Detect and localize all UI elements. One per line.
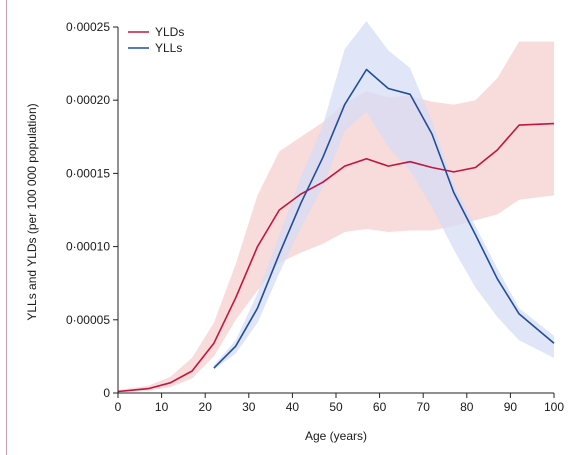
band-ylls — [213, 21, 554, 370]
x-tick-label: 20 — [199, 400, 213, 414]
series-line-ylds — [117, 122, 555, 393]
series-line-ylls — [213, 68, 555, 369]
x-tick-label: 0 — [115, 400, 122, 414]
confidence-bands — [118, 21, 554, 393]
x-tick-label: 40 — [286, 400, 300, 414]
x-tick-label: 70 — [417, 400, 431, 414]
x-tick-label: 60 — [373, 400, 387, 414]
x-tick-label: 100 — [544, 400, 564, 414]
y-tick-label: 0·00015 — [66, 166, 110, 180]
y-axis-label: YLLs and YLDs (per 100 000 population) — [25, 103, 39, 320]
y-tick-label: 0·00020 — [66, 93, 110, 107]
x-axis-label: Age (years) — [305, 429, 367, 443]
left-border-rule — [6, 0, 7, 455]
band-ylds — [118, 41, 554, 393]
x-tick-label: 50 — [329, 400, 343, 414]
x-tick-label: 10 — [155, 400, 169, 414]
legend: YLDs YLLs — [128, 25, 184, 55]
y-tick-label: 0·00025 — [66, 20, 110, 34]
y-tick-label: 0·00010 — [66, 240, 110, 254]
x-tick-label: 90 — [504, 400, 518, 414]
legend-label-ylls: YLLs — [155, 41, 182, 55]
x-ticks: 0 10 20 30 40 50 60 70 80 90 100 — [115, 393, 564, 414]
legend-label-ylds: YLDs — [155, 25, 184, 39]
chart: 0 10 20 30 40 50 60 70 80 90 100 0 0·00005 0·00010 0·… — [25, 20, 564, 443]
y-tick-label: 0 — [103, 386, 110, 400]
x-tick-label: 30 — [242, 400, 256, 414]
y-tick-label: 0·00005 — [66, 313, 110, 327]
series-lines — [117, 68, 555, 393]
y-ticks: 0 0·00005 0·00010 0·00015 0·00020 0·00025 — [66, 20, 118, 400]
x-tick-label: 80 — [460, 400, 474, 414]
